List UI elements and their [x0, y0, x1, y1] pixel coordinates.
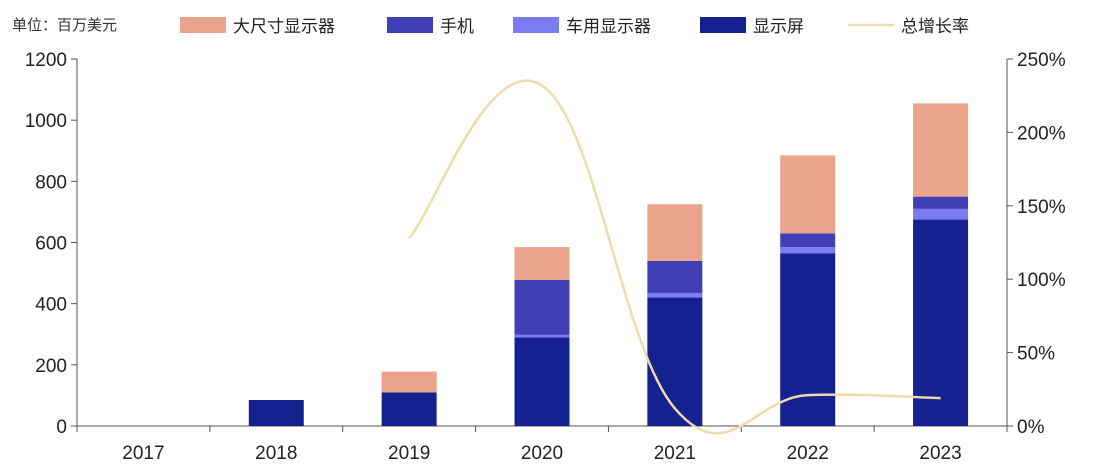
- right-tick-label: 0%: [1017, 417, 1045, 438]
- legend-label: 手机: [440, 17, 474, 37]
- right-tick-label: 100%: [1017, 270, 1066, 291]
- x-tick-label: 2022: [787, 443, 829, 464]
- bar-segment: [913, 219, 969, 426]
- bar-segment: [514, 247, 570, 280]
- bar-segment: [381, 392, 437, 426]
- legend-swatch: [700, 17, 746, 33]
- left-tick-label: 1000: [25, 111, 67, 132]
- bar-segment: [913, 103, 969, 197]
- left-tick-label: 600: [35, 234, 67, 255]
- bar-segment: [647, 260, 703, 293]
- right-tick-label: 150%: [1017, 197, 1066, 218]
- bar-segment: [647, 297, 703, 426]
- x-tick-label: 2017: [122, 443, 164, 464]
- legend-swatch: [387, 17, 433, 33]
- x-tick-label: 2021: [654, 443, 696, 464]
- x-tick-label: 2018: [255, 443, 297, 464]
- legend-swatch: [513, 17, 559, 33]
- bar-segment: [381, 371, 437, 393]
- bar-segment: [780, 155, 836, 234]
- x-tick-label: 2020: [521, 443, 563, 464]
- x-tick-label: 2023: [919, 443, 961, 464]
- growth-rate-line: [408, 79, 941, 435]
- legend-label: 车用显示器: [566, 17, 651, 37]
- legend-swatch: [180, 17, 226, 33]
- left-tick-label: 1200: [25, 50, 67, 71]
- right-tick-label: 200%: [1017, 123, 1066, 144]
- right-tick-label: 50%: [1017, 344, 1055, 365]
- bar-segment: [514, 337, 570, 426]
- left-tick-label: 800: [35, 172, 67, 193]
- left-tick-label: 200: [35, 356, 67, 377]
- bar-segment: [780, 253, 836, 426]
- bar-segment: [913, 196, 969, 209]
- right-tick-label: 250%: [1017, 50, 1066, 71]
- bar-segment: [248, 400, 304, 426]
- bar-segment: [913, 208, 969, 220]
- left-tick-label: 0: [56, 417, 67, 438]
- bar-segment: [647, 292, 703, 298]
- legend-label: 总增长率: [901, 17, 969, 37]
- bar-segment: [780, 233, 836, 248]
- bar-segment: [514, 279, 570, 335]
- legend-label: 大尺寸显示器: [233, 17, 335, 37]
- unit-label: 单位：百万美元: [12, 16, 118, 34]
- bar-segment: [514, 334, 570, 338]
- bar-segment: [780, 247, 836, 254]
- x-tick-label: 2019: [388, 443, 430, 464]
- legend-label: 显示屏: [753, 17, 804, 37]
- left-tick-label: 400: [35, 295, 67, 316]
- bar-segment: [647, 204, 703, 261]
